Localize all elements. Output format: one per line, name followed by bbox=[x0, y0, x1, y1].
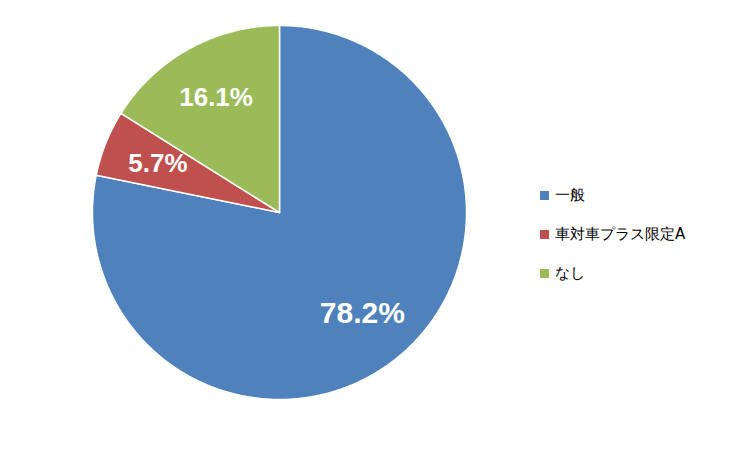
svg-text:78.2%: 78.2% bbox=[320, 296, 405, 329]
html-text:なし: なし bbox=[555, 264, 585, 282]
svg-text:5.7%: 5.7% bbox=[128, 148, 187, 178]
html-text:車対車プラス限定A: 車対車プラス限定A bbox=[555, 225, 686, 243]
svg-text:16.1%: 16.1% bbox=[179, 82, 253, 112]
html-text:一般: 一般 bbox=[555, 186, 585, 204]
